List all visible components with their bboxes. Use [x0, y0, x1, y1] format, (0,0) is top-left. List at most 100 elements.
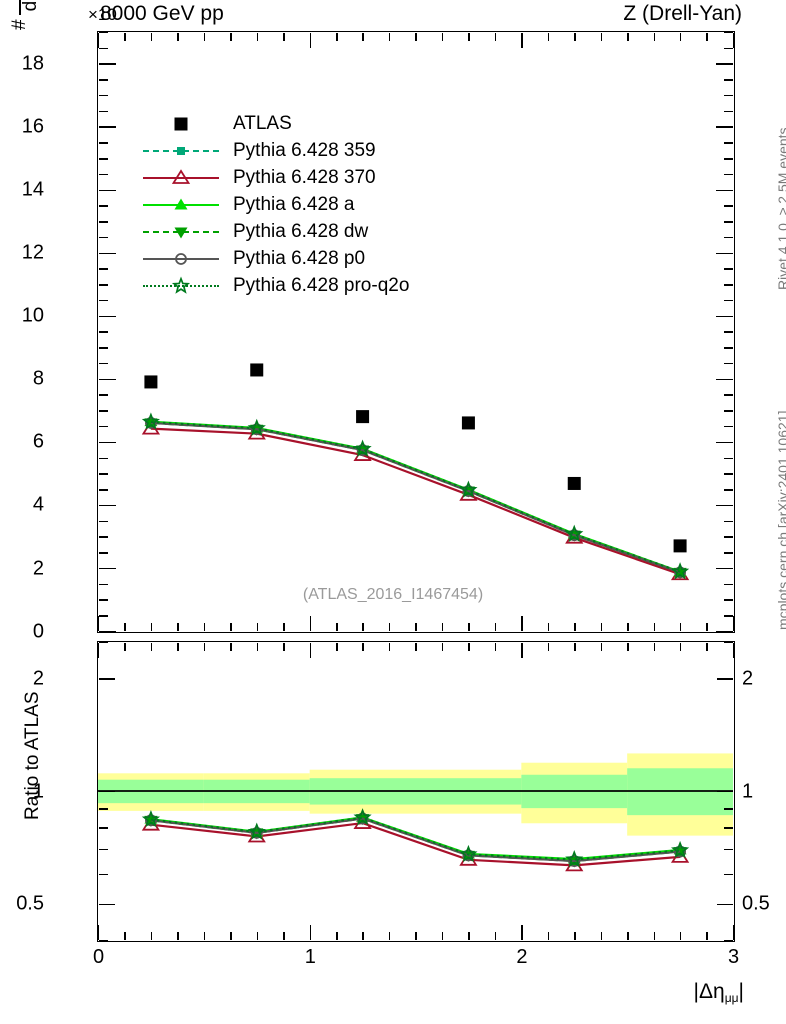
legend-label-py370: Pythia 6.428 370 [233, 166, 376, 188]
main-xtick [283, 623, 285, 632]
legend-item-pya[interactable]: Pythia 6.428 a [143, 191, 409, 218]
main-ytick [98, 615, 108, 617]
main-ytick [98, 583, 108, 586]
legend-marker-py370 [171, 168, 191, 184]
ratio-ytick-label: 1 [32, 780, 44, 803]
main-ytick [98, 236, 108, 239]
main-xtick-top [230, 32, 232, 41]
ratio-series-line [150, 817, 681, 863]
x-axis-title: |Δημμ| [694, 980, 744, 1005]
legend-key-pyproq2o [143, 275, 219, 296]
data-marker-circle-open [250, 826, 263, 839]
main-ytick-right [724, 331, 734, 333]
main-xtick-top [415, 32, 417, 41]
main-ytick-right [724, 31, 734, 34]
main-ytick [98, 284, 108, 286]
main-ytick [98, 630, 116, 633]
data-marker-star-open [247, 418, 266, 437]
ratio-xtick-top [679, 642, 682, 651]
main-xtick-top [256, 32, 259, 41]
data-marker-square [174, 117, 188, 130]
data-marker-star-open [353, 439, 372, 457]
series-line [150, 421, 681, 574]
main-ytick-right [724, 110, 734, 113]
main-ytick [98, 347, 108, 349]
main-ytick-right [724, 489, 734, 491]
legend-label-pydw: Pythia 6.428 dw [233, 220, 369, 242]
main-xtick-top [627, 32, 629, 41]
main-ytick-label: 4 [32, 493, 44, 516]
series-pydw [144, 418, 687, 579]
ratio-ytick [98, 808, 108, 810]
main-ytick-right [716, 63, 734, 65]
data-marker-circle-open [674, 845, 686, 858]
data-marker-star-open [353, 808, 372, 826]
ratio-xtick-top [230, 642, 232, 651]
ratio-xtick [706, 932, 708, 941]
legend-item-py370[interactable]: Pythia 6.428 370 [143, 164, 409, 191]
ratio-xtick [362, 932, 364, 941]
main-ytick [98, 268, 108, 270]
ratio-xtick [547, 932, 550, 941]
x-tick-label: 2 [516, 946, 528, 968]
main-xtick [679, 623, 682, 632]
ratio-xtick-top [97, 642, 100, 658]
ratio-ytick-right [724, 873, 734, 876]
ratio-series-line [150, 816, 681, 861]
ratio-ytick-right [724, 641, 734, 644]
legend-item-py359[interactable]: Pythia 6.428 359 [143, 137, 409, 164]
legend-key-py359 [143, 141, 219, 161]
main-xtick [415, 623, 417, 632]
main-xtick-top [494, 32, 497, 41]
main-xtick-top [547, 32, 550, 41]
legend-item-pyproq2o[interactable]: Pythia 6.428 pro-q2o [143, 272, 409, 299]
legend-key-atlas [143, 114, 219, 134]
main-ytick [98, 94, 108, 97]
ratio-xtick [230, 932, 232, 941]
y-axis-fraction: d2σ d mμμ dΔημμ [0, 0, 43, 16]
main-ytick [98, 504, 116, 507]
y-axis-hash: # [9, 19, 31, 30]
ratio-xtick-top [521, 642, 523, 658]
main-ytick [98, 331, 108, 333]
ratio-xtick [203, 932, 206, 941]
ratio-ytick-right [724, 808, 734, 810]
main-ytick-right [724, 394, 734, 396]
ratio-xtick-top [150, 642, 153, 651]
data-marker-circle-open [568, 529, 581, 542]
legend-item-pydw[interactable]: Pythia 6.428 dw [143, 218, 409, 245]
main-ytick-label: 10 [21, 304, 44, 327]
series-line [150, 421, 681, 574]
main-xtick-top [468, 32, 470, 41]
ratio-xtick [600, 932, 603, 941]
legend-item-pyp0[interactable]: Pythia 6.428 p0 [143, 245, 409, 272]
ratio-xtick [336, 932, 338, 941]
ratio-xtick [494, 932, 497, 941]
main-ytick-right [716, 189, 734, 192]
main-ytick-label: 8 [32, 367, 44, 390]
ratio-xtick-top [362, 642, 364, 651]
main-xtick-top [203, 32, 206, 41]
main-xtick [441, 623, 444, 632]
legend-label-pya: Pythia 6.428 a [233, 193, 355, 215]
data-marker-square [673, 539, 687, 553]
main-xtick [256, 623, 259, 632]
analysis-watermark: (ATLAS_2016_I1467454) [302, 586, 484, 603]
data-marker-star-open [459, 480, 478, 498]
main-xtick [600, 623, 603, 632]
data-marker-star-open [247, 822, 266, 840]
main-ytick-right [724, 536, 734, 538]
legend-item-atlas[interactable]: ATLAS [143, 110, 409, 137]
data-marker-star-open [671, 562, 690, 580]
data-marker-star-open [565, 850, 584, 868]
main-ytick-label: 16 [21, 115, 44, 138]
main-xtick-top [283, 32, 285, 41]
main-xtick-top [653, 32, 656, 41]
main-ytick [98, 489, 108, 491]
main-xtick-top [600, 32, 603, 41]
series-pyp0 [145, 417, 686, 579]
main-ytick [98, 425, 108, 428]
main-ytick-right [724, 425, 734, 428]
ratio-ytick [98, 848, 108, 851]
